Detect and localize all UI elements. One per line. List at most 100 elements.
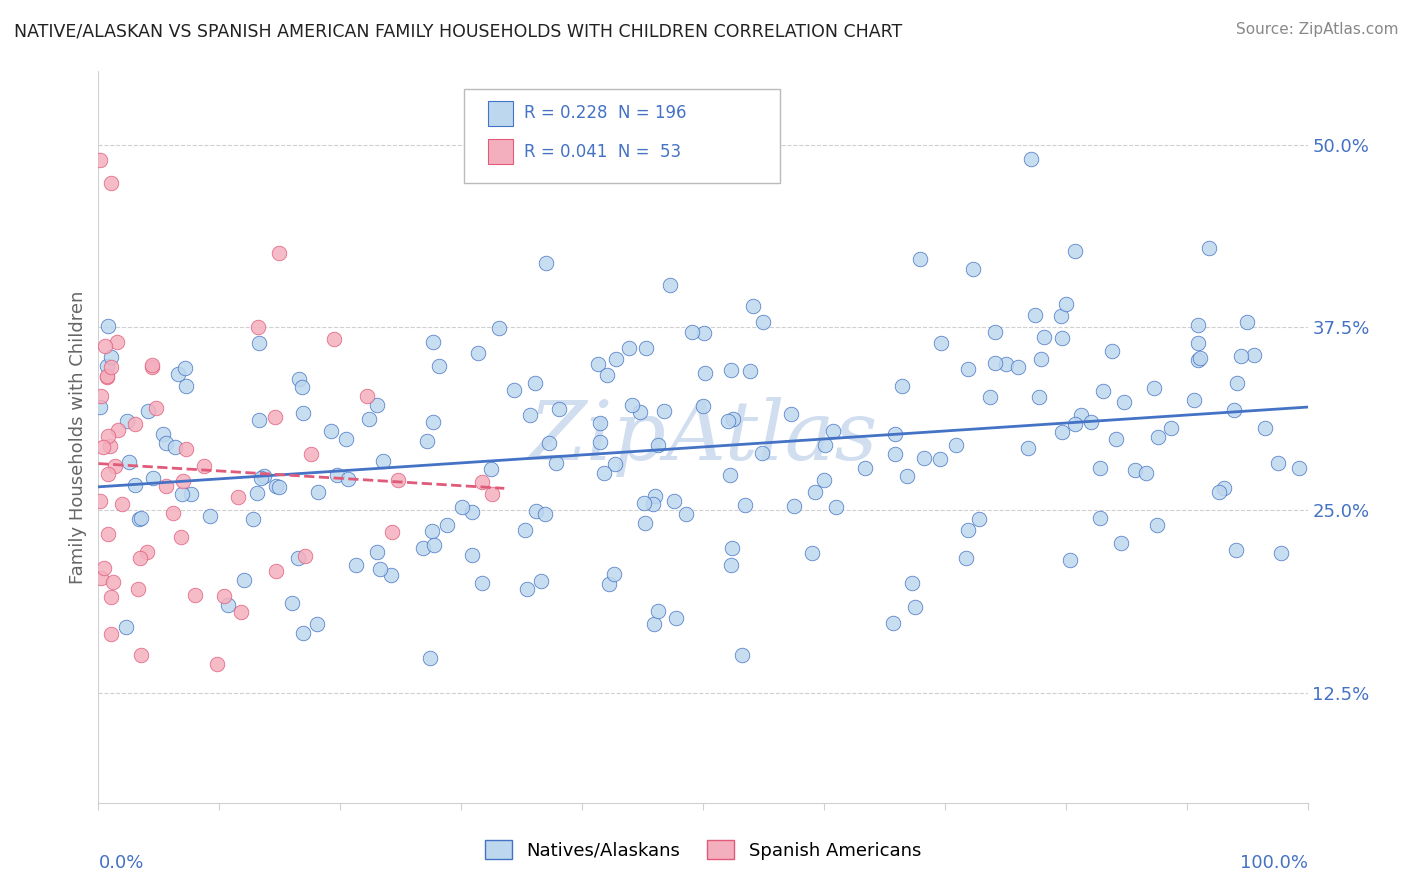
Point — [100, 627, 122, 641]
Point — [1267, 456, 1289, 470]
Point — [692, 399, 714, 413]
Point — [1088, 511, 1111, 525]
Point — [721, 411, 744, 425]
Point — [824, 500, 846, 514]
Point — [823, 424, 845, 438]
Point — [1064, 417, 1087, 431]
Point — [1225, 543, 1247, 558]
Legend: Natives/Alaskans, Spanish Americans: Natives/Alaskans, Spanish Americans — [478, 833, 928, 867]
Point — [307, 485, 329, 500]
Point — [247, 336, 270, 351]
Point — [1270, 545, 1292, 559]
Point — [249, 413, 271, 427]
Point — [422, 334, 444, 349]
Point — [665, 611, 688, 625]
Point — [266, 479, 288, 493]
Point — [1184, 393, 1206, 408]
Point — [903, 600, 925, 615]
Point — [233, 573, 256, 587]
Point — [419, 650, 441, 665]
Point — [467, 346, 489, 360]
Point — [595, 368, 617, 382]
Point — [544, 456, 567, 470]
Point — [100, 176, 122, 190]
Point — [287, 550, 309, 565]
Point — [1160, 420, 1182, 434]
Point — [162, 506, 184, 520]
Point — [1105, 432, 1128, 446]
Point — [718, 467, 741, 482]
Point — [117, 414, 139, 428]
Point — [523, 376, 546, 390]
Point — [967, 512, 990, 526]
Point — [427, 359, 450, 373]
Point — [530, 574, 553, 589]
Point — [1146, 517, 1168, 532]
Point — [717, 414, 740, 428]
Point — [603, 567, 626, 582]
Point — [173, 361, 195, 376]
Point — [242, 512, 264, 526]
Point — [96, 359, 118, 374]
Point — [167, 367, 190, 381]
Point — [366, 399, 388, 413]
Point — [1230, 349, 1253, 363]
Point — [720, 558, 742, 573]
Point — [111, 496, 134, 510]
Point — [589, 416, 612, 430]
Point — [1135, 467, 1157, 481]
Point — [174, 378, 197, 392]
Point — [170, 530, 193, 544]
Point — [287, 372, 309, 386]
Point — [1147, 430, 1170, 444]
Point — [891, 379, 914, 393]
Point — [226, 491, 249, 505]
Point — [420, 524, 443, 538]
Point — [387, 473, 409, 487]
Point — [229, 605, 252, 619]
Point — [738, 364, 761, 378]
Point — [1123, 463, 1146, 477]
Point — [652, 404, 675, 418]
Point — [548, 402, 571, 417]
Text: ZipAtlas: ZipAtlas — [529, 397, 877, 477]
Point — [135, 545, 157, 559]
Point — [100, 590, 122, 604]
Point — [356, 388, 378, 402]
Point — [89, 400, 111, 414]
Point — [658, 278, 681, 293]
Point — [647, 438, 669, 452]
Point — [380, 567, 402, 582]
Point — [1187, 352, 1209, 367]
Point — [675, 507, 697, 521]
Point — [955, 550, 977, 565]
Point — [957, 523, 980, 537]
Point — [184, 588, 207, 602]
Point — [519, 408, 541, 422]
Point — [752, 315, 775, 329]
Point — [97, 467, 120, 481]
Point — [882, 615, 904, 630]
Point — [90, 389, 112, 403]
Y-axis label: Family Households with Children: Family Households with Children — [69, 291, 87, 583]
Point — [929, 336, 952, 351]
Text: R = 0.041  N =  53: R = 0.041 N = 53 — [524, 143, 682, 161]
Point — [1142, 381, 1164, 395]
Point — [461, 548, 484, 562]
Point — [93, 561, 115, 575]
Point — [91, 441, 114, 455]
Point — [983, 326, 1005, 340]
Point — [198, 509, 221, 524]
Point — [107, 424, 129, 438]
Point — [984, 356, 1007, 370]
Point — [603, 457, 626, 471]
Point — [115, 620, 138, 634]
Point — [515, 523, 537, 537]
Point — [97, 318, 120, 333]
Point — [979, 390, 1001, 404]
Point — [721, 541, 744, 555]
Point — [647, 604, 669, 618]
Point — [269, 480, 291, 494]
Point — [291, 626, 314, 640]
Point — [1031, 351, 1053, 366]
